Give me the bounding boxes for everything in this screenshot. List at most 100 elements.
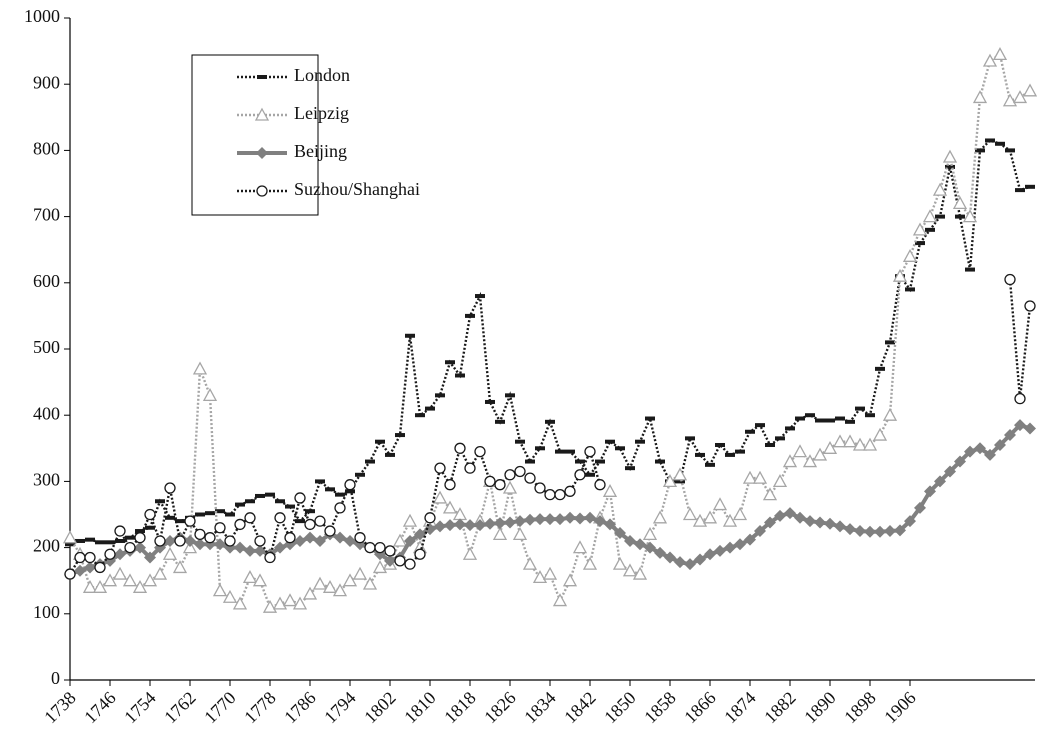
marker [872, 427, 888, 441]
y-tick-label: 500 [33, 337, 60, 357]
marker [304, 518, 316, 531]
marker [624, 534, 636, 547]
marker [995, 141, 1005, 146]
marker [695, 452, 705, 457]
y-tick-label: 0 [51, 668, 60, 688]
marker [535, 446, 545, 451]
marker [1012, 90, 1028, 104]
marker [824, 517, 836, 530]
marker [204, 532, 216, 544]
marker [825, 418, 835, 423]
marker [944, 465, 956, 478]
marker [265, 492, 275, 497]
marker [582, 556, 598, 570]
x-tick-label: 1738 [40, 688, 80, 728]
marker [765, 442, 775, 447]
marker [462, 546, 478, 560]
marker [564, 485, 576, 497]
marker [152, 566, 168, 580]
marker [1014, 419, 1026, 432]
marker [345, 489, 355, 494]
marker [232, 596, 248, 610]
marker [225, 512, 235, 517]
marker [256, 147, 268, 159]
marker [154, 535, 166, 547]
marker [305, 509, 315, 514]
x-tick-label: 1762 [160, 688, 200, 728]
marker [355, 472, 365, 477]
marker [64, 568, 76, 580]
marker [182, 540, 198, 554]
marker [414, 528, 426, 541]
marker [622, 563, 638, 577]
marker [1024, 300, 1036, 312]
marker [274, 541, 286, 554]
marker [955, 214, 965, 219]
marker [65, 542, 75, 547]
marker [502, 480, 518, 494]
marker [214, 538, 226, 551]
marker [455, 373, 465, 378]
marker [1004, 429, 1016, 442]
marker [822, 440, 838, 454]
marker [495, 419, 505, 424]
marker [112, 566, 128, 580]
marker [484, 517, 496, 530]
marker [534, 513, 546, 526]
marker [894, 524, 906, 537]
marker [394, 555, 406, 567]
marker [522, 556, 538, 570]
marker [164, 534, 176, 547]
marker [415, 413, 425, 418]
marker [294, 534, 306, 547]
legend-label: Leipzig [294, 103, 349, 123]
marker [284, 532, 296, 544]
marker [352, 566, 368, 580]
marker [134, 532, 146, 544]
marker [655, 459, 665, 464]
marker [82, 579, 98, 593]
marker [445, 360, 455, 365]
marker [384, 545, 396, 557]
x-tick-label: 1810 [400, 688, 440, 728]
x-tick-label: 1834 [520, 688, 560, 728]
marker [742, 470, 758, 484]
marker [555, 449, 565, 454]
marker [124, 541, 136, 554]
marker [762, 487, 778, 501]
marker [404, 558, 416, 570]
marker [855, 406, 865, 411]
series [65, 138, 1035, 547]
x-tick-label: 1842 [560, 688, 600, 728]
marker [865, 413, 875, 418]
marker [945, 164, 955, 169]
marker [184, 534, 196, 547]
marker [652, 510, 668, 524]
marker [734, 538, 746, 551]
marker [322, 579, 338, 593]
marker [362, 576, 378, 590]
marker [885, 340, 895, 345]
marker [614, 527, 626, 540]
marker [392, 533, 408, 547]
marker [494, 479, 506, 491]
marker [834, 520, 846, 533]
marker [575, 459, 585, 464]
marker [315, 479, 325, 484]
marker [705, 462, 715, 467]
marker [805, 413, 815, 418]
marker [744, 533, 756, 546]
marker [772, 474, 788, 488]
marker [794, 511, 806, 524]
marker [812, 447, 828, 461]
marker [122, 573, 138, 587]
x-tick-label: 1778 [240, 688, 280, 728]
marker [874, 525, 886, 538]
marker [912, 222, 928, 236]
marker [405, 333, 415, 338]
marker [365, 459, 375, 464]
marker [256, 185, 268, 197]
marker [584, 445, 596, 458]
marker [492, 527, 508, 541]
